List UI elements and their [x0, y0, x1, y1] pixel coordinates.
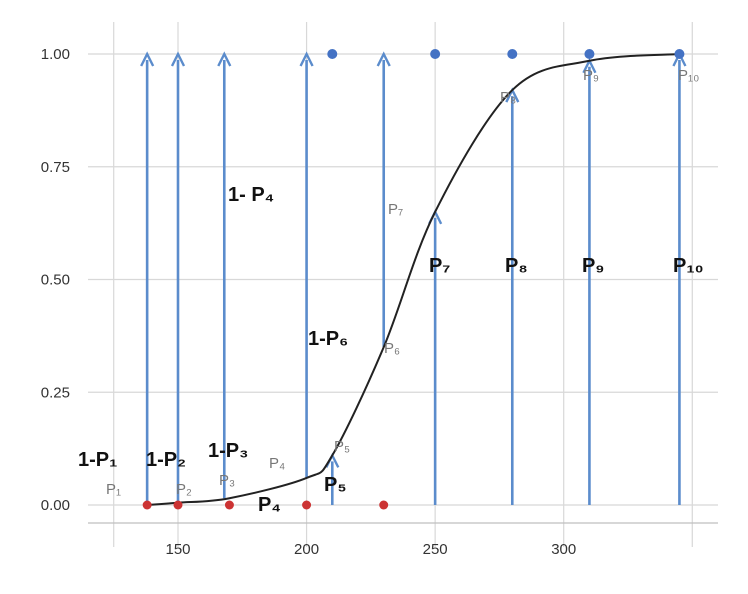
arrow-head — [217, 51, 232, 67]
y-tick-label: 0.25 — [41, 384, 70, 401]
annotation-light: P₆ — [384, 340, 400, 357]
data-point-y1 — [430, 49, 441, 59]
annotation-bold: 1-P₃ — [208, 440, 248, 462]
annotation-bold: P₄ — [258, 494, 281, 516]
tick-labels: 0.00 0.25 0.50 0.75 1.00 150 200 250 300 — [41, 46, 576, 558]
x-tick-label: 250 — [423, 541, 448, 558]
annotation-bold: 1-P₁ — [78, 449, 117, 471]
y-tick-label: 0.50 — [41, 272, 70, 289]
data-point-y1 — [584, 49, 595, 59]
annotation-light: P₂ — [176, 481, 192, 498]
annotation-bold: P₈ — [505, 255, 528, 277]
arrow-head — [170, 51, 186, 67]
x-tick-label: 150 — [165, 541, 190, 558]
y-tick-label: 0.00 — [41, 497, 70, 514]
data-point-y0 — [302, 500, 312, 510]
data-point-y0 — [173, 500, 183, 510]
annotation-light: P₄ — [269, 455, 285, 472]
annotation-bold: P₇ — [429, 255, 450, 277]
arrow-head — [140, 51, 155, 67]
logistic-curve — [147, 53, 680, 506]
y-tick-label: 1.00 — [41, 46, 70, 63]
arrow-head — [376, 51, 391, 67]
annotation-light: P₁₀ — [678, 67, 699, 84]
annotation-bold: P₅ — [324, 474, 347, 496]
annotation-light: P₈ — [500, 89, 516, 106]
arrows — [140, 51, 687, 505]
annotation-bold: 1-P₆ — [308, 328, 348, 350]
annotation-light: P₉ — [583, 67, 599, 84]
arrow-head — [299, 51, 314, 67]
curve — [147, 53, 680, 506]
data-point-y0 — [379, 500, 389, 510]
data-point-y0 — [224, 500, 234, 510]
annotation-light: P₇ — [388, 201, 403, 218]
data-point-y0 — [142, 500, 152, 510]
annotations: 1-P₁ 1-P₂ 1-P₃ 1- P₄ P₄ P₅ 1-P₆ P₇ P₈ P₉ P₁₀ P₁ P₂ P₃… — [78, 67, 704, 516]
x-tick-label: 300 — [551, 541, 576, 558]
dots — [142, 49, 685, 510]
data-point-y1 — [507, 49, 518, 59]
data-point-y1 — [674, 49, 685, 59]
annotation-bold: 1-P₂ — [146, 449, 186, 471]
annotation-bold: P₉ — [582, 255, 604, 277]
annotation-light: P₅ — [334, 438, 350, 455]
annotation-light: P₁ — [106, 481, 121, 498]
annotation-light: P₃ — [219, 472, 235, 489]
data-point-y1 — [327, 49, 338, 59]
annotation-bold: P₁₀ — [673, 255, 704, 277]
x-tick-label: 200 — [294, 541, 319, 558]
annotation-bold: 1- P₄ — [228, 184, 274, 206]
y-tick-label: 0.75 — [41, 159, 70, 176]
